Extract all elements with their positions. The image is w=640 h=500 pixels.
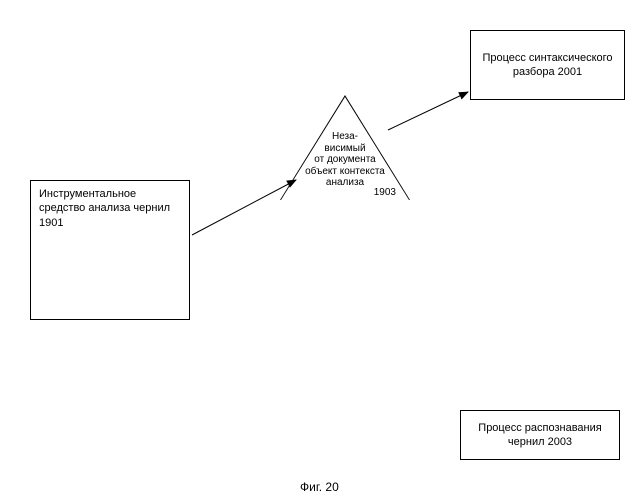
node-context-ref: 1903 bbox=[374, 187, 396, 198]
diagram-canvas: Инструментальное средство анализа чернил… bbox=[0, 0, 640, 500]
node-tool-label: Инструментальное средство анализа чернил… bbox=[39, 187, 181, 230]
node-tool: Инструментальное средство анализа чернил… bbox=[30, 180, 190, 320]
node-parser: Процесс синтаксического разбора 2001 bbox=[470, 30, 625, 100]
ctx-line-2: от документа bbox=[314, 154, 375, 165]
node-context-label: Неза- висимый от документа объект контек… bbox=[280, 131, 410, 189]
ctx-line-0: Неза- bbox=[332, 131, 358, 142]
ctx-line-4: анализа bbox=[326, 177, 364, 188]
node-recognition: Процесс распознавания чернил 2003 bbox=[460, 410, 620, 460]
node-context: Неза- висимый от документа объект контек… bbox=[280, 95, 410, 200]
node-recognition-label: Процесс распознавания чернил 2003 bbox=[469, 421, 611, 450]
ctx-line-1: висимый bbox=[324, 143, 365, 154]
figure-caption: Фиг. 20 bbox=[300, 480, 339, 494]
ctx-line-3: объект контекста bbox=[305, 166, 385, 177]
node-parser-label: Процесс синтаксического разбора 2001 bbox=[479, 51, 616, 80]
